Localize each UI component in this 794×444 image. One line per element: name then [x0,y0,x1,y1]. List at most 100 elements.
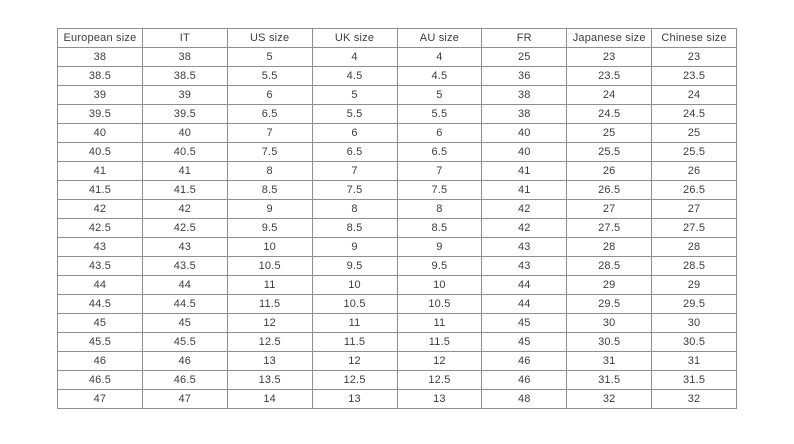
table-body: 38 38 5 4 4 25 23 23 38.5 38.5 5.5 4.5 4.5 36 23.5 23.5… [57,47,737,409]
table-row: 42.5 42.5 9.5 8.5 8.5 42 27.5 27.5 [57,218,737,238]
table-cell: 9.5 [396,256,483,276]
table-cell: 6.5 [311,142,398,162]
table-cell: 44 [57,275,143,295]
table-cell: 5 [396,85,483,105]
table-cell: 7 [396,161,483,181]
table-cell: 43.5 [141,256,228,276]
table-cell: 10 [226,237,313,257]
table-cell: 14 [226,389,313,409]
table-cell: 25.5 [566,142,653,162]
header-cell: US size [226,28,313,48]
table-cell: 11 [226,275,313,295]
table-cell: 4 [396,47,483,67]
table-cell: 27 [651,199,737,219]
table-cell: 41 [481,161,568,181]
table-cell: 9.5 [311,256,398,276]
table-cell: 12.5 [226,332,313,352]
table-cell: 46 [57,351,143,371]
table-row: 40 40 7 6 6 40 25 25 [57,123,737,143]
table-row: 44.5 44.5 11.5 10.5 10.5 44 29.5 29.5 [57,294,737,314]
table-cell: 23 [651,47,737,67]
table-cell: 8.5 [311,218,398,238]
table-cell: 12 [311,351,398,371]
table-cell: 29 [566,275,653,295]
table-cell: 26 [566,161,653,181]
table-cell: 38 [481,104,568,124]
table-cell: 11 [396,313,483,333]
table-row: 45.5 45.5 12.5 11.5 11.5 45 30.5 30.5 [57,332,737,352]
table-cell: 43 [57,237,143,257]
table-cell: 5.5 [396,104,483,124]
table-cell: 47 [141,389,228,409]
table-cell: 38.5 [57,66,143,86]
table-cell: 8 [396,199,483,219]
table-cell: 39.5 [141,104,228,124]
table-cell: 10 [396,275,483,295]
table-cell: 11.5 [226,294,313,314]
table-cell: 39 [57,85,143,105]
table-cell: 45.5 [141,332,228,352]
header-cell: Japanese size [566,28,653,48]
table-cell: 28 [651,237,737,257]
table-cell: 41 [141,161,228,181]
table-cell: 43 [481,237,568,257]
table-cell: 8.5 [226,180,313,200]
table-cell: 29.5 [566,294,653,314]
table-cell: 29 [651,275,737,295]
table-cell: 26.5 [651,180,737,200]
table-cell: 43 [141,237,228,257]
table-cell: 31 [566,351,653,371]
table-cell: 5.5 [311,104,398,124]
table-cell: 40 [57,123,143,143]
table-cell: 25 [651,123,737,143]
table-cell: 11.5 [311,332,398,352]
table-cell: 39 [141,85,228,105]
table-cell: 38 [141,47,228,67]
table-cell: 36 [481,66,568,86]
table-cell: 44.5 [141,294,228,314]
header-cell: UK size [311,28,398,48]
table-cell: 13.5 [226,370,313,390]
table-cell: 7.5 [311,180,398,200]
table-cell: 9.5 [226,218,313,238]
table-cell: 31.5 [566,370,653,390]
table-cell: 27.5 [566,218,653,238]
table-cell: 41.5 [57,180,143,200]
table-row: 39 39 6 5 5 38 24 24 [57,85,737,105]
table-cell: 42 [481,199,568,219]
table-cell: 27.5 [651,218,737,238]
table-cell: 32 [651,389,737,409]
table-cell: 28.5 [651,256,737,276]
table-cell: 13 [396,389,483,409]
header-cell: FR [481,28,568,48]
table-cell: 12.5 [311,370,398,390]
header-row: European size IT US size UK size AU size FR Ja… [57,28,737,48]
table-cell: 6 [396,123,483,143]
table-cell: 42.5 [141,218,228,238]
table-header: European size IT US size UK size AU size FR Ja… [57,28,737,48]
header-cell: AU size [396,28,483,48]
table-cell: 8 [311,199,398,219]
table-cell: 5.5 [226,66,313,86]
table-cell: 42 [57,199,143,219]
table-row: 40.5 40.5 7.5 6.5 6.5 40 25.5 25.5 [57,142,737,162]
table-row: 43.5 43.5 10.5 9.5 9.5 43 28.5 28.5 [57,256,737,276]
table-cell: 24.5 [566,104,653,124]
table-cell: 45 [141,313,228,333]
table-cell: 43 [481,256,568,276]
table-cell: 46 [481,351,568,371]
table-cell: 9 [396,237,483,257]
table-cell: 46 [141,351,228,371]
table-row: 46.5 46.5 13.5 12.5 12.5 46 31.5 31.5 [57,370,737,390]
table-cell: 23.5 [651,66,737,86]
table-cell: 40.5 [141,142,228,162]
table-cell: 10 [311,275,398,295]
table-cell: 7 [226,123,313,143]
table-cell: 44.5 [57,294,143,314]
size-conversion-table: European size IT US size UK size AU size FR Ja… [57,28,737,409]
table-cell: 7.5 [396,180,483,200]
table-cell: 48 [481,389,568,409]
table-cell: 10.5 [226,256,313,276]
table-cell: 30 [651,313,737,333]
table-cell: 42 [481,218,568,238]
